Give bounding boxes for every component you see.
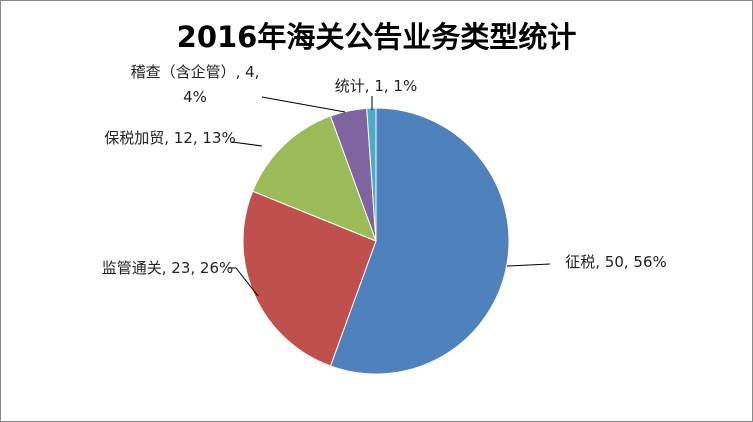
data-label: 征税, 50, 56% — [565, 253, 667, 271]
data-label: 稽查（含企管）, 4, 4% — [130, 63, 260, 106]
pie-slice — [242, 190, 377, 367]
leader-line — [506, 263, 551, 267]
pie-slice — [329, 107, 510, 375]
leader-line — [231, 141, 263, 147]
pie-slice — [366, 107, 377, 242]
data-label: 统计, 1, 1% — [334, 77, 418, 95]
leader-line — [228, 267, 259, 297]
data-label: 监管通关, 23, 26% — [101, 259, 234, 277]
chart-title: 2016年海关公告业务类型统计 — [176, 20, 577, 54]
leader-line — [261, 96, 346, 113]
data-label: 保税加贸, 12, 13% — [104, 129, 236, 147]
pie-slice — [252, 115, 377, 242]
